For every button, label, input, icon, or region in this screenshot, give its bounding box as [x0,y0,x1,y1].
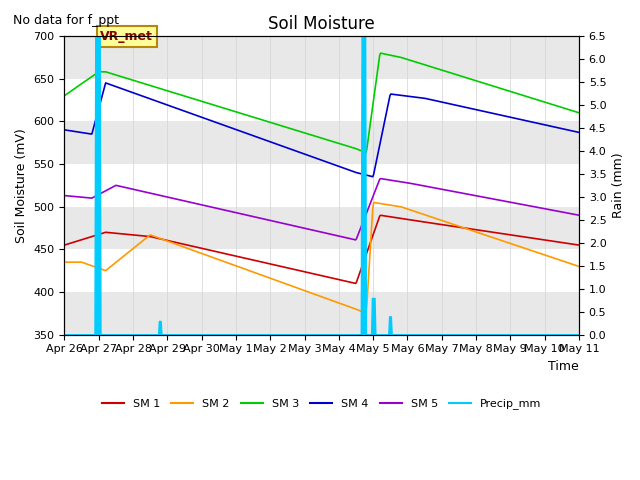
Bar [65,121,579,164]
Legend: SM 1, SM 2, SM 3, SM 4, SM 5, Precip_mm: SM 1, SM 2, SM 3, SM 4, SM 5, Precip_mm [97,394,546,414]
Bar [65,36,579,79]
Bar [65,292,579,335]
Y-axis label: Soil Moisture (mV): Soil Moisture (mV) [15,128,28,243]
X-axis label: Time: Time [548,360,579,373]
Text: VR_met: VR_met [100,30,154,43]
Bar [65,207,579,249]
Title: Soil Moisture: Soil Moisture [268,15,375,33]
Text: No data for f_ppt: No data for f_ppt [13,14,119,27]
Y-axis label: Rain (mm): Rain (mm) [612,153,625,218]
